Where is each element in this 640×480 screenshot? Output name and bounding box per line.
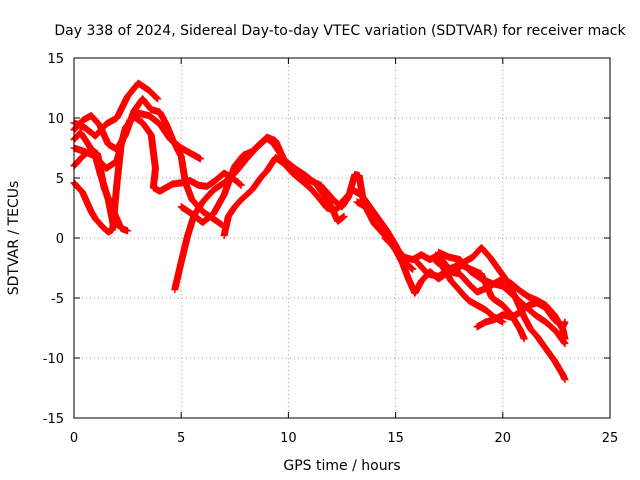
series-s10 — [353, 198, 569, 343]
y-tick-label: 10 — [47, 112, 64, 127]
series-s9 — [220, 154, 417, 273]
y-tick-label: -5 — [51, 292, 64, 307]
data-series — [70, 79, 569, 384]
x-tick-label: 25 — [602, 431, 619, 446]
series-markers — [220, 154, 417, 273]
series-markers — [177, 133, 348, 226]
y-tick-label: -10 — [43, 352, 64, 367]
chart-title: Day 338 of 2024, Sidereal Day-to-day VTE… — [54, 23, 626, 39]
x-tick-label: 5 — [177, 431, 185, 446]
x-tick-label: 20 — [495, 431, 512, 446]
y-tick-label: 0 — [56, 232, 64, 247]
x-tick-label: 10 — [280, 431, 297, 446]
x-axis-label: GPS time / hours — [283, 458, 400, 474]
series-s15 — [435, 248, 569, 348]
axis-ticks: 0 5 10 15 20 25 -15 -10 -5 0 5 10 15 — [43, 52, 619, 446]
series-markers — [353, 198, 569, 343]
series-markers — [381, 234, 569, 384]
y-axis-label: SDTVAR / TECUs — [6, 181, 22, 296]
y-tick-label: 5 — [56, 172, 64, 187]
grid — [74, 58, 610, 418]
y-tick-label: 15 — [47, 52, 64, 67]
series-markers — [435, 248, 569, 348]
x-tick-label: 0 — [70, 431, 78, 446]
x-tick-label: 15 — [387, 431, 404, 446]
y-tick-label: -15 — [43, 412, 64, 427]
series-s8 — [177, 133, 348, 226]
series-s11 — [381, 234, 569, 384]
